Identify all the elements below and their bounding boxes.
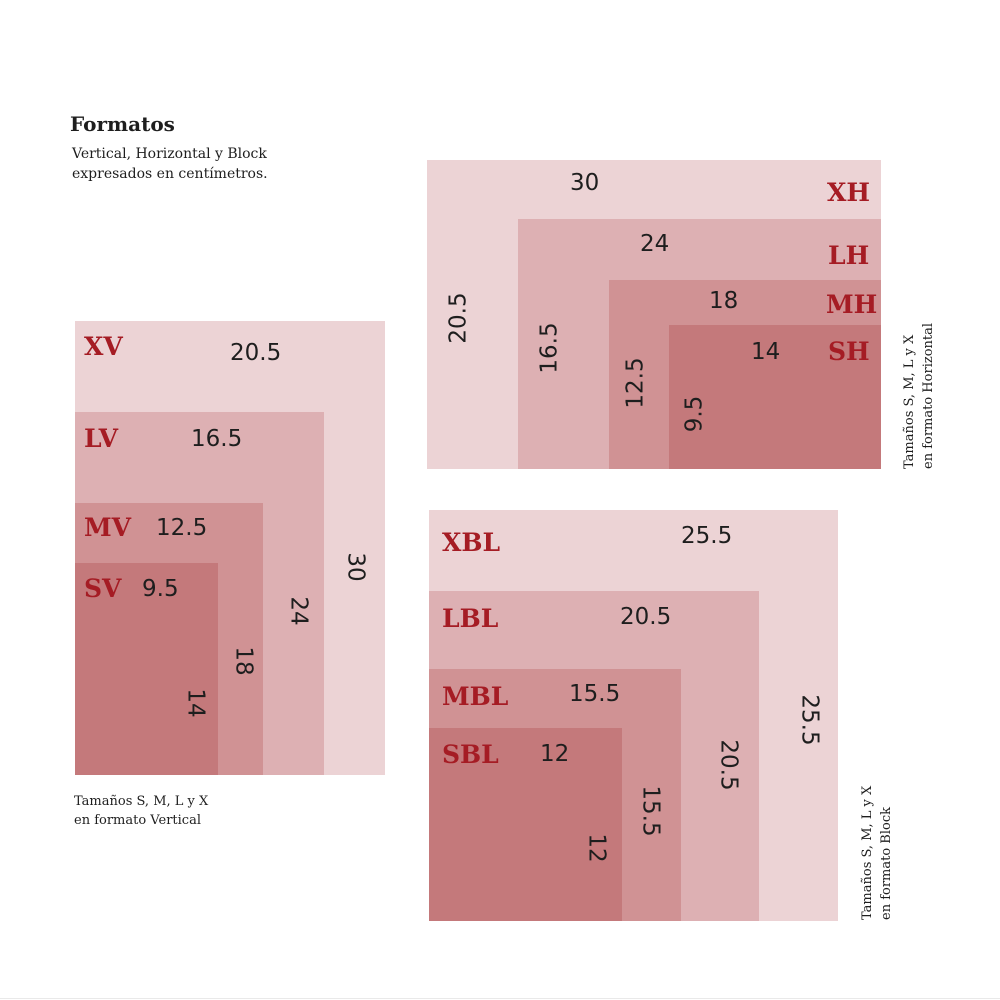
size-code-xbl: XBL bbox=[442, 528, 501, 557]
format-rect-sbl bbox=[429, 728, 622, 921]
size-code-xv: XV bbox=[84, 332, 123, 361]
width-label-sbl: 12 bbox=[540, 741, 570, 767]
format-rect-sh bbox=[669, 325, 881, 469]
caption-line: Tamaños S, M, L y X bbox=[74, 794, 209, 809]
height-label-sh: 9.5 bbox=[681, 395, 708, 433]
size-code-lv: LV bbox=[84, 424, 119, 453]
size-code-mbl: MBL bbox=[442, 682, 509, 711]
size-code-lh: LH bbox=[828, 241, 870, 270]
vertical-caption: Tamaños S, M, L y X en formato Vertical bbox=[74, 792, 208, 830]
caption-line: Tamaños S, M, L y X bbox=[860, 785, 875, 920]
page-subtitle: Vertical, Horizontal y Block expresados … bbox=[72, 144, 268, 184]
height-label-xh: 20.5 bbox=[445, 292, 472, 344]
width-label-mv: 12.5 bbox=[156, 515, 208, 541]
width-label-xh: 30 bbox=[570, 170, 600, 196]
height-label-mv: 18 bbox=[230, 646, 257, 676]
height-label-sv: 14 bbox=[182, 688, 209, 718]
size-code-xh: XH bbox=[827, 178, 871, 207]
width-label-lh: 24 bbox=[640, 231, 670, 257]
caption-line: en formato Vertical bbox=[74, 813, 201, 828]
width-label-sv: 9.5 bbox=[142, 576, 179, 602]
width-label-mbl: 15.5 bbox=[569, 681, 621, 707]
width-label-lbl: 20.5 bbox=[620, 604, 672, 630]
width-label-mh: 18 bbox=[709, 288, 739, 314]
caption-line: Tamaños S, M, L y X bbox=[902, 334, 917, 469]
size-code-sh: SH bbox=[828, 337, 870, 366]
size-code-sbl: SBL bbox=[442, 740, 499, 769]
height-label-sbl: 12 bbox=[583, 833, 610, 863]
size-code-mv: MV bbox=[84, 513, 132, 542]
width-label-sh: 14 bbox=[751, 339, 781, 365]
block-caption: Tamaños S, M, L y X en formato Block bbox=[858, 786, 896, 920]
height-label-mh: 12.5 bbox=[622, 357, 649, 409]
width-label-xv: 20.5 bbox=[230, 340, 282, 366]
height-label-xv: 30 bbox=[342, 552, 369, 582]
subtitle-line: Vertical, Horizontal y Block bbox=[72, 146, 267, 162]
page-title: Formatos bbox=[70, 112, 175, 136]
subtitle-line: expresados en centímetros. bbox=[72, 166, 268, 182]
height-label-xbl: 25.5 bbox=[796, 694, 823, 746]
size-code-mh: MH bbox=[826, 290, 878, 319]
caption-line: en formato Block bbox=[879, 806, 894, 920]
height-label-lbl: 20.5 bbox=[715, 739, 742, 791]
height-label-lh: 16.5 bbox=[536, 322, 563, 374]
horizontal-caption: Tamaños S, M, L y X en formato Horizonta… bbox=[900, 323, 938, 469]
width-label-xbl: 25.5 bbox=[681, 523, 733, 549]
caption-line: en formato Horizontal bbox=[921, 322, 936, 469]
width-label-lv: 16.5 bbox=[191, 426, 243, 452]
size-code-lbl: LBL bbox=[442, 604, 499, 633]
height-label-mbl: 15.5 bbox=[637, 785, 664, 837]
height-label-lv: 24 bbox=[285, 596, 312, 626]
size-code-sv: SV bbox=[84, 574, 122, 603]
format-rect-sv bbox=[75, 563, 218, 775]
